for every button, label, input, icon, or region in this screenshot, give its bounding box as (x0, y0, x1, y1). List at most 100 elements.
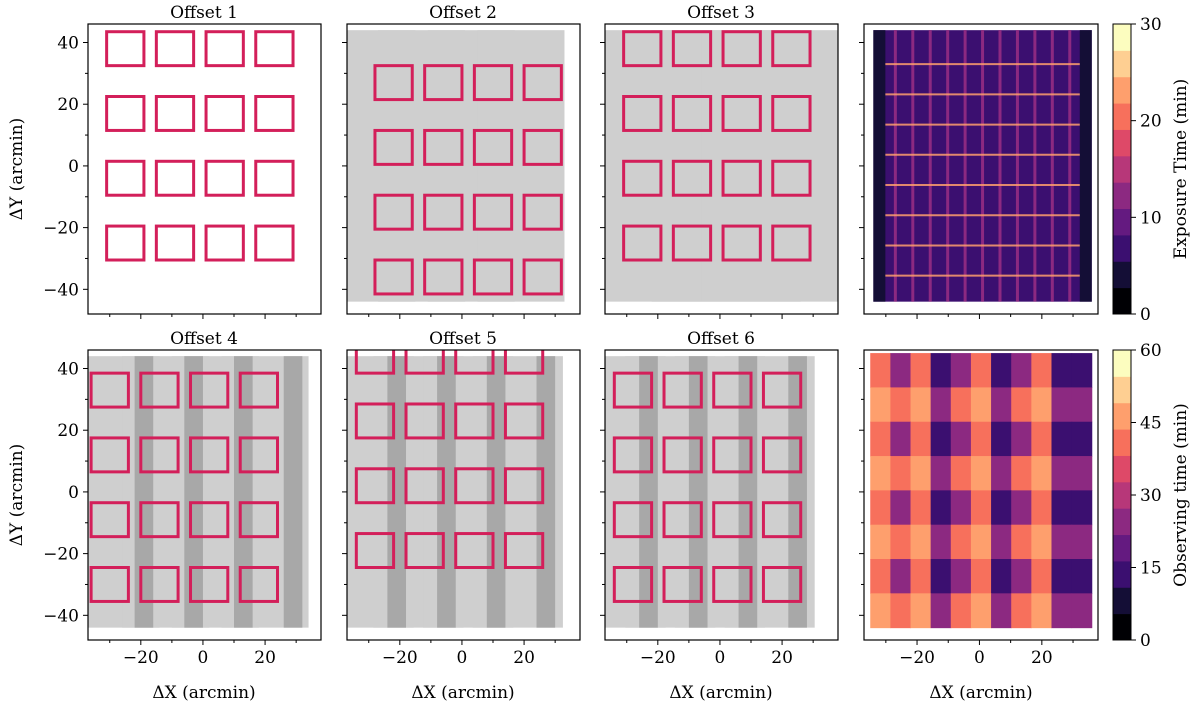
observing-cell (1011, 387, 1032, 423)
observing-cell (870, 559, 891, 594)
y-tick-label: −20 (43, 545, 79, 565)
colorbar-label-exposure: Exposure Time (min) (1171, 79, 1191, 260)
detector-outline (139, 371, 180, 409)
axes-frame (87, 23, 322, 315)
detector-outline (189, 566, 230, 603)
detector-outline (238, 566, 280, 603)
colorbar-segment (1113, 560, 1131, 588)
colorbar-label-observing: Observing time (min) (1171, 403, 1191, 587)
detector-outline (612, 436, 654, 474)
panel-title-1: Offset 1 (170, 3, 238, 23)
observing-cell (1051, 593, 1073, 629)
panel-title-3: Offset 3 (687, 3, 755, 23)
detector-outline (238, 436, 280, 474)
x-tick-label: 20 (771, 648, 793, 668)
y-tick-label: 20 (57, 95, 79, 115)
overlap-stripe (283, 356, 303, 628)
detector-outline (373, 193, 414, 231)
observing-cell (1071, 559, 1093, 594)
observing-cell (970, 387, 992, 423)
observing-cell (890, 353, 912, 388)
observing-cell (910, 490, 932, 526)
detector-outline (771, 30, 812, 68)
detector-outline (189, 371, 230, 409)
detector-outline (139, 436, 180, 474)
y-axis-label-top: ΔY (arcmin) (7, 118, 27, 220)
colorbar-tick-label: 60 (1140, 341, 1162, 361)
detector-outline (522, 128, 563, 166)
observing-cell (950, 387, 972, 423)
overlap-stripe (688, 356, 708, 628)
observing-time-map (870, 353, 1093, 629)
observing-cell (870, 593, 891, 629)
detector-outline (154, 159, 196, 197)
detector-outline (105, 159, 146, 197)
detector-outline (522, 258, 563, 296)
detector-outline (354, 467, 396, 505)
observing-cell (1031, 524, 1052, 560)
detector-outline (472, 258, 514, 296)
detector-outline (238, 371, 280, 409)
observing-cell (1051, 353, 1073, 388)
detector-outline (671, 224, 713, 262)
colorbar-segment (1113, 534, 1131, 562)
detector-outline (423, 258, 464, 296)
detector-outline (454, 532, 495, 570)
observing-cell (970, 456, 992, 491)
observing-cell (890, 524, 912, 560)
y-tick-label: 0 (68, 483, 79, 503)
observing-cell (991, 524, 1012, 560)
panel-title-5: Offset 5 (429, 329, 497, 349)
observing-cell (991, 593, 1012, 629)
detector-outline (712, 501, 753, 539)
detector-outline (354, 532, 396, 570)
observing-cell (910, 593, 932, 629)
observing-cell (1071, 490, 1093, 526)
detector-outline (204, 224, 245, 262)
observing-cell (890, 593, 912, 629)
detector-outline (662, 501, 703, 539)
observing-cell (870, 387, 891, 423)
axes-frame (346, 349, 581, 641)
colorbar-segment (1113, 234, 1131, 262)
detector-outline (712, 566, 753, 603)
y-tick-label: 20 (57, 421, 79, 441)
detector-outline (622, 224, 663, 262)
observing-cell (910, 387, 932, 423)
colorbar-tick-label: 30 (1140, 486, 1162, 506)
observing-cell (1051, 559, 1073, 594)
observing-cell (950, 456, 972, 491)
y-tick-label: 40 (57, 34, 79, 54)
colorbar-segment (1113, 76, 1131, 104)
overlap-stripe (387, 356, 407, 628)
observing-cell (970, 490, 992, 526)
observing-cell (930, 490, 952, 526)
detector-outline (105, 30, 146, 68)
x-tick-label: 0 (974, 648, 985, 668)
axes-frame (863, 349, 1099, 641)
observing-cell (991, 490, 1012, 526)
detector-outline (771, 224, 812, 262)
y-axis-label-bottom: ΔY (arcmin) (7, 444, 27, 546)
detector-outline (189, 501, 230, 539)
observing-cell (910, 421, 932, 457)
colorbar-segment (1113, 587, 1131, 615)
colorbar-segment (1113, 429, 1131, 456)
detector-outline (771, 95, 812, 132)
detector-outline (254, 95, 295, 132)
observing-cell (1011, 593, 1032, 629)
offset-5-panel (347, 350, 563, 628)
detector-outline (503, 350, 545, 375)
colorbar-segment (1113, 50, 1131, 78)
detector-outline (503, 402, 545, 440)
axes-frame (863, 23, 1099, 315)
detector-outline (662, 436, 703, 474)
axes-frame (87, 349, 322, 641)
axes-frame (604, 349, 839, 641)
exposure-edge-left (873, 30, 886, 302)
detector-outline (89, 371, 130, 409)
offset-6-panel (605, 356, 815, 628)
detector-outline (771, 159, 812, 197)
detector-outline (761, 501, 803, 539)
